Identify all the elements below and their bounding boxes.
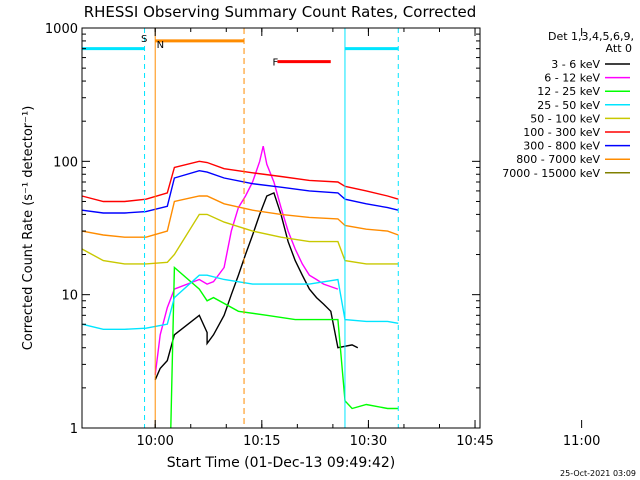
series-line-5 [81, 160, 399, 203]
plot-lines [81, 145, 399, 429]
chart-title: RHESSI Observing Summary Count Rates, Co… [84, 3, 477, 21]
plot-markers: SN F [82, 28, 399, 428]
legend-header-1: Det 1,3,4,5,6,9, [548, 30, 634, 43]
series-line-1 [154, 145, 339, 375]
series-line-4 [81, 213, 399, 265]
series-line-0 [154, 191, 359, 381]
legend-label: 800 - 7000 keV [516, 153, 600, 166]
legend-label: 25 - 50 keV [537, 99, 600, 112]
legend-label: 12 - 25 keV [537, 85, 600, 98]
legend-label: 6 - 12 keV [544, 72, 600, 85]
marker-F: F [272, 58, 278, 69]
legend-label: 300 - 800 keV [523, 140, 600, 153]
y-axis: 1 10 100 1000 [45, 22, 480, 437]
x-tick-label: 10:30 [350, 434, 387, 449]
plot-frame [81, 27, 481, 429]
y-tick-label: 1000 [45, 22, 78, 37]
y-tick-label: 100 [53, 155, 78, 170]
series-line-2 [170, 265, 399, 429]
footer-date: 25-Oct-2021 03:09 [560, 469, 636, 478]
y-axis-label: Corrected Count Rate (s⁻¹ detector⁻¹) [21, 106, 36, 351]
x-axis-label: Start Time (01-Dec-13 09:49:42) [167, 455, 395, 471]
x-tick-label: 10:15 [243, 434, 280, 449]
legend-label: 50 - 100 keV [530, 112, 600, 125]
legend-label: 100 - 300 keV [523, 126, 600, 139]
legend-header-2: Att 0 [606, 42, 632, 55]
series-line-6 [81, 169, 399, 214]
x-tick-label: 10:45 [456, 434, 493, 449]
y-tick-label: 10 [61, 289, 78, 304]
x-tick-label: 11:00 [563, 434, 600, 449]
legend-label: 3 - 6 keV [551, 58, 600, 71]
x-tick-label: 10:00 [136, 434, 173, 449]
marker-S: S [141, 34, 147, 45]
marker-N: N [157, 40, 164, 51]
series-line-3 [81, 274, 399, 330]
y-tick-label: 1 [70, 422, 78, 437]
legend-label: 7000 - 15000 keV [502, 167, 600, 180]
series-line-7 [81, 195, 399, 238]
